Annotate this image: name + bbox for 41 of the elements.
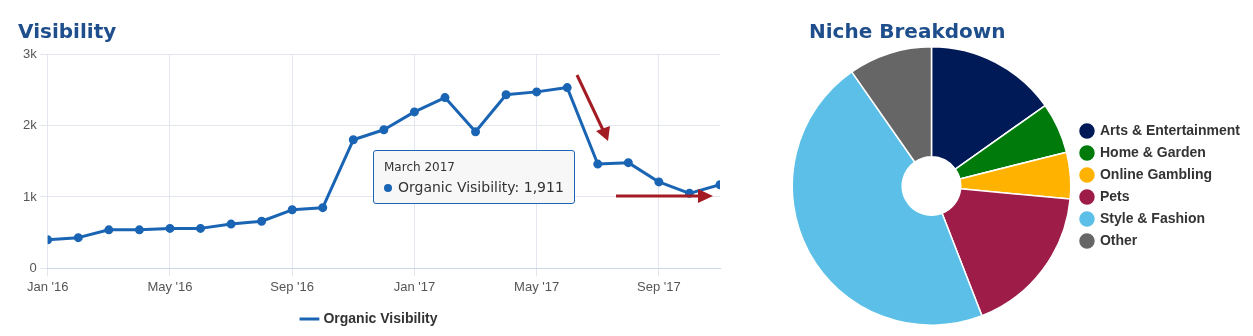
x-tick-label: Sep '17 xyxy=(637,278,681,294)
point xyxy=(562,83,572,93)
legend-label: Pets xyxy=(1099,187,1130,204)
y-tick-label: 0 xyxy=(29,259,37,275)
point xyxy=(226,219,236,229)
point xyxy=(104,225,114,235)
point xyxy=(348,135,358,145)
legend-label: Style & Fashion xyxy=(1099,209,1206,226)
x-tick-label: May '17 xyxy=(514,278,560,294)
y-tick-label: 1k xyxy=(23,188,38,204)
annotation: March 2017 xyxy=(384,160,455,174)
point xyxy=(654,177,664,187)
point xyxy=(134,225,144,235)
point xyxy=(501,90,511,100)
legend-label: Home & Garden xyxy=(1099,143,1206,160)
x-tick-label: May '16 xyxy=(147,278,193,294)
chart-title: Niche Breakdown xyxy=(809,19,1006,43)
point xyxy=(73,233,83,243)
point xyxy=(593,159,603,169)
x-tick-label: Jan '16 xyxy=(26,278,69,294)
point xyxy=(409,107,419,117)
point xyxy=(165,223,175,233)
legend-label: Other xyxy=(1099,231,1138,248)
x-tick-label: Sep '16 xyxy=(270,278,315,294)
annotation: Organic Visibility: 1,911 xyxy=(398,179,564,195)
point xyxy=(440,93,450,103)
legend-label: Organic Visibility xyxy=(323,309,438,326)
x-tick-label: Jan '17 xyxy=(393,278,436,294)
point xyxy=(318,203,328,213)
y-tick-label: 2k xyxy=(23,117,38,133)
point xyxy=(471,127,481,137)
chart-title: Visibility xyxy=(18,19,117,43)
y-tick-label: 3k xyxy=(23,45,38,61)
point xyxy=(532,87,542,97)
point xyxy=(623,158,633,168)
point xyxy=(379,125,389,135)
legend-label: Arts & Entertainment xyxy=(1099,121,1241,138)
legend-label: Online Gambling xyxy=(1099,165,1212,182)
point xyxy=(196,223,206,233)
point xyxy=(287,205,297,215)
point xyxy=(257,216,267,226)
